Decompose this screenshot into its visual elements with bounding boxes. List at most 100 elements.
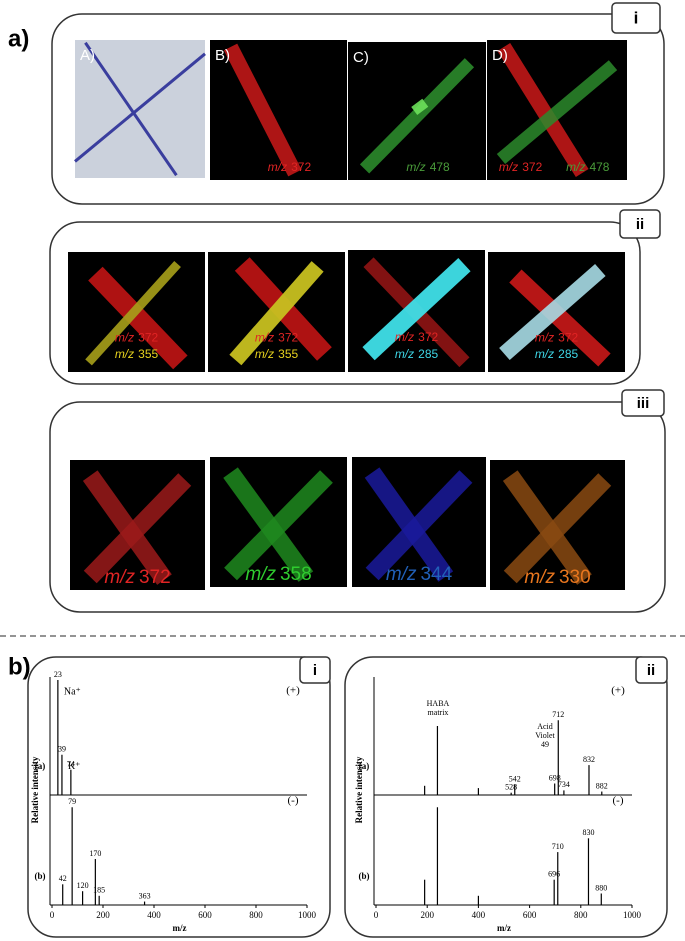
tile-stroke [503, 473, 612, 584]
peak-label: 880 [595, 883, 607, 892]
peak-label: 712 [552, 710, 564, 719]
mz-label: m/z 372 [115, 331, 159, 345]
annotation-line: Violet [535, 731, 555, 740]
mz-value: 358 [280, 564, 312, 585]
tab-label: i [634, 8, 639, 27]
x-tick-label: 400 [472, 910, 486, 920]
mz-label: m/z 372 [395, 330, 439, 344]
mz-label: m/z 372 [499, 160, 543, 174]
peak-label: 696 [548, 870, 560, 879]
mz-prefix: m/z [268, 160, 287, 174]
mz-prefix: m/z [566, 160, 585, 174]
tab [619, 209, 661, 239]
x-tick-label: 200 [420, 910, 434, 920]
mz-label: m/z 372 [268, 160, 312, 174]
mz-label: m/z 478 [566, 160, 610, 174]
mz-label: m/z 285 [395, 347, 439, 361]
mz-value: 478 [430, 160, 450, 174]
peak-label: 120 [77, 881, 89, 890]
x-axis-title: m/z [173, 923, 187, 933]
mz-value: 285 [418, 347, 438, 361]
trace-label: (b) [35, 871, 46, 881]
tile-stroke [496, 60, 618, 164]
annotation: Acid Violet 49 [535, 722, 555, 749]
trace-label: (a) [359, 761, 370, 771]
box [344, 656, 668, 938]
peak-label: 698 [549, 773, 561, 782]
tile-stroke [411, 98, 429, 116]
mz-prefix: m/z [115, 331, 134, 345]
mz-prefix: m/z [255, 331, 274, 345]
mz-prefix: m/z [535, 331, 554, 345]
mz-value: 478 [589, 160, 609, 174]
image-tile: m/z 372 m/z 355 [68, 252, 205, 372]
mz-prefix: m/z [395, 330, 414, 344]
mz-prefix: m/z [255, 347, 274, 361]
peak-label: 710 [552, 842, 564, 851]
peak-label: 185 [93, 886, 105, 895]
x-tick-label: 1000 [623, 910, 642, 920]
image-tile: B) m/z 372 [210, 40, 347, 180]
image-tile: m/z 372 m/z 355 [208, 252, 345, 372]
mz-value: 285 [558, 347, 578, 361]
peak-label: 542 [509, 774, 521, 783]
panel-label: a) [8, 25, 29, 52]
ion-mode: (+) [286, 685, 300, 697]
mz-label: m/z 358 [245, 564, 311, 585]
y-axis-title: Relative intensity [30, 756, 40, 823]
box [49, 401, 666, 613]
mz-value: 372 [558, 331, 578, 345]
y-axis-title: Relative intensity [354, 756, 364, 823]
annotation-line: 49 [541, 740, 549, 749]
mz-value: 372 [138, 331, 158, 345]
x-tick-label: 800 [574, 910, 588, 920]
mz-prefix: m/z [115, 347, 134, 361]
x-tick-label: 400 [147, 910, 161, 920]
image-tile: D) m/z 372 m/z 478 [487, 40, 627, 180]
box [51, 13, 665, 205]
x-tick-label: 0 [50, 910, 55, 920]
mz-label: m/z 372 [535, 331, 579, 345]
tile-stroke [362, 258, 471, 361]
peak-label: 39 [58, 745, 66, 754]
annotation: HABA matrix [427, 699, 450, 717]
mz-label: m/z 355 [115, 347, 159, 361]
mz-label: m/z 330 [524, 567, 590, 588]
tile-stroke [224, 470, 333, 581]
mz-label: m/z 344 [386, 564, 453, 585]
mz-prefix: m/z [386, 564, 417, 585]
mz-value: 372 [278, 331, 298, 345]
tile-stroke [229, 261, 324, 366]
x-tick-label: 0 [374, 910, 379, 920]
mz-value: 355 [278, 347, 298, 361]
mz-value: 330 [559, 567, 591, 588]
mz-prefix: m/z [245, 564, 276, 585]
tab-label: i [313, 662, 317, 679]
peak-label: 79 [68, 797, 76, 806]
mz-label: m/z 355 [255, 347, 299, 361]
image-tile: C) m/z 478 [348, 42, 486, 180]
peak-label: 882 [596, 781, 608, 790]
ion-mode: (+) [611, 685, 625, 697]
peak-label: 830 [582, 828, 594, 837]
tile-stroke [84, 41, 178, 177]
mz-prefix: m/z [524, 567, 555, 588]
tile-stroke [74, 52, 206, 163]
x-tick-label: 600 [523, 910, 537, 920]
box [49, 221, 641, 385]
tile-stroke [223, 43, 302, 177]
tile-stroke [365, 470, 473, 581]
annotation-line: HABA [427, 699, 450, 708]
image-tile: m/z 372 [70, 460, 205, 590]
mz-prefix: m/z [395, 347, 414, 361]
image-tile: m/z 372 m/z 285 [488, 252, 625, 372]
image-tile: m/z 358 [210, 457, 347, 587]
ion-mode: (-) [288, 795, 299, 807]
mz-value: 355 [138, 347, 158, 361]
mz-value: 372 [139, 567, 171, 588]
tab-label: iii [637, 395, 650, 412]
ion-label: Na⁺ [64, 686, 81, 697]
mz-value: 344 [420, 564, 452, 585]
mz-label: m/z 372 [104, 567, 170, 588]
mz-prefix: m/z [499, 160, 518, 174]
